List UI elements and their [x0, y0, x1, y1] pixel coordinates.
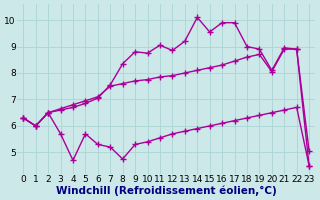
X-axis label: Windchill (Refroidissement éolien,°C): Windchill (Refroidissement éolien,°C): [56, 185, 276, 196]
